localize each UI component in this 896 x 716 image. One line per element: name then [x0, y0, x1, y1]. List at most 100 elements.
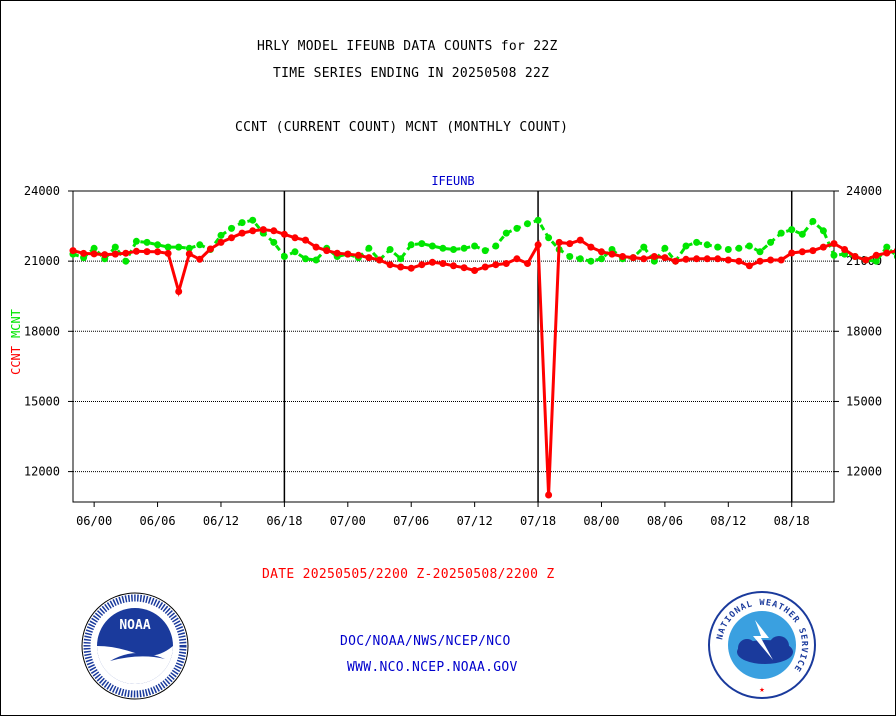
point-ccnt — [323, 247, 331, 255]
chart-svg: IFEUNB 12000 12000 15000 15000 18000 18000 210… — [9, 174, 895, 528]
point-ccnt — [407, 264, 415, 272]
point-ccnt — [788, 249, 796, 257]
point-ccnt — [767, 256, 775, 264]
noaa-logo-icon: NOAA — [81, 592, 189, 700]
point-ccnt — [302, 236, 309, 244]
point-ccnt — [893, 248, 895, 254]
point-ccnt — [756, 257, 764, 265]
point-ccnt — [101, 251, 109, 259]
y-tick-label-right: 12000 — [846, 465, 882, 479]
point-ccnt — [608, 250, 616, 258]
point-ccnt — [851, 253, 859, 260]
point-ccnt — [566, 240, 574, 248]
point-ccnt — [672, 257, 679, 265]
point-mcnt — [217, 231, 225, 239]
point-mcnt — [767, 238, 775, 246]
point-mcnt — [598, 255, 605, 263]
point-ccnt — [587, 243, 595, 251]
point-mcnt — [576, 255, 584, 263]
point-ccnt — [524, 260, 531, 267]
point-mcnt — [883, 243, 891, 251]
x-tick-label: 07/06 — [393, 514, 429, 528]
x-tick-label: 06/06 — [139, 514, 175, 528]
point-ccnt — [206, 245, 214, 253]
x-tick-label: 08/12 — [710, 514, 746, 528]
point-ccnt — [143, 248, 151, 256]
point-mcnt — [196, 241, 204, 249]
point-mcnt — [407, 241, 415, 249]
point-mcnt — [703, 241, 711, 249]
y-tick-label-right: 18000 — [846, 324, 882, 338]
y-tick-label-right: 15000 — [846, 394, 882, 408]
point-ccnt — [280, 230, 288, 238]
point-mcnt — [428, 242, 436, 250]
point-ccnt — [122, 249, 130, 257]
point-mcnt — [164, 243, 172, 251]
grid-layer — [72, 190, 835, 503]
point-ccnt — [238, 229, 246, 237]
point-ccnt — [661, 254, 669, 262]
point-ccnt — [185, 250, 193, 258]
x-tick-label: 07/18 — [520, 514, 556, 528]
point-mcnt — [471, 242, 479, 250]
x-tick-label: 08/00 — [583, 514, 619, 528]
x-tick-label: 06/18 — [266, 514, 302, 528]
x-tick-label: 06/00 — [76, 514, 112, 528]
point-ccnt — [69, 247, 77, 255]
x-tick-label: 07/00 — [330, 514, 366, 528]
point-ccnt — [513, 255, 521, 263]
point-mcnt — [830, 251, 838, 259]
point-mcnt — [492, 242, 500, 250]
point-mcnt — [724, 246, 732, 253]
point-mcnt — [788, 226, 796, 234]
point-mcnt — [228, 224, 235, 232]
point-mcnt — [819, 227, 827, 235]
point-ccnt — [354, 251, 362, 259]
point-mcnt — [534, 216, 542, 224]
point-ccnt — [471, 267, 479, 274]
point-ccnt — [132, 247, 140, 255]
point-ccnt — [619, 253, 627, 260]
point-ccnt — [386, 261, 394, 269]
point-ccnt — [809, 247, 817, 255]
date-range-label: DATE 20250505/2200 Z-20250508/2200 Z — [262, 567, 555, 582]
point-ccnt — [841, 246, 849, 253]
point-ccnt — [217, 238, 225, 246]
y-tick-label-left: 12000 — [24, 465, 60, 479]
point-mcnt — [777, 229, 785, 237]
point-ccnt — [259, 226, 267, 234]
point-ccnt — [450, 262, 457, 270]
point-ccnt — [196, 255, 204, 263]
point-mcnt — [365, 244, 373, 252]
point-mcnt — [798, 230, 806, 238]
y-tick-label-left: 24000 — [24, 184, 60, 198]
point-ccnt — [90, 250, 98, 258]
point-mcnt — [735, 244, 743, 252]
point-mcnt — [566, 253, 574, 260]
y-tick-label-right: 24000 — [846, 184, 882, 198]
nws-logo-icon: NATIONAL WEATHER SERVICE ★ — [708, 591, 816, 699]
point-mcnt — [397, 255, 405, 263]
point-ccnt — [693, 255, 701, 263]
point-ccnt — [545, 491, 553, 499]
point-mcnt — [302, 255, 309, 263]
point-ccnt — [397, 263, 405, 271]
point-mcnt — [524, 220, 531, 228]
point-ccnt — [872, 251, 880, 259]
y-axis-label-ccnt: CCNT — [9, 346, 23, 375]
point-mcnt — [714, 243, 722, 251]
point-mcnt — [745, 242, 753, 250]
point-mcnt — [185, 244, 193, 252]
point-ccnt — [640, 255, 648, 263]
x-tick-label: 08/06 — [647, 514, 683, 528]
website-label: WWW.NCO.NCEP.NOAA.GOV — [347, 660, 518, 675]
point-mcnt — [386, 246, 394, 253]
point-mcnt — [502, 229, 510, 237]
point-mcnt — [513, 224, 521, 232]
point-mcnt — [122, 257, 130, 265]
point-ccnt — [481, 263, 489, 271]
point-ccnt — [365, 254, 373, 262]
point-ccnt — [735, 257, 743, 265]
point-mcnt — [460, 244, 468, 252]
